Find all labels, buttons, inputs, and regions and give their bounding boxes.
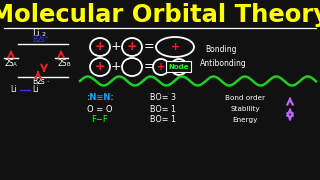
Text: Li: Li [10, 86, 17, 94]
Text: *: * [45, 35, 49, 42]
Text: =: = [144, 60, 154, 73]
Text: Energy: Energy [232, 117, 258, 123]
Text: BO= 3: BO= 3 [150, 93, 176, 102]
Text: F−F: F−F [92, 116, 108, 125]
FancyBboxPatch shape [166, 62, 191, 73]
Text: Stability: Stability [230, 106, 260, 112]
Text: 2S: 2S [4, 58, 14, 68]
Text: +: + [111, 60, 121, 73]
Text: +: + [170, 42, 180, 52]
Text: BO= 1: BO= 1 [150, 116, 176, 125]
Text: .: . [46, 78, 48, 84]
Text: Li: Li [32, 28, 40, 37]
Text: BO= 1: BO= 1 [150, 105, 176, 114]
Text: 2s: 2s [36, 35, 45, 44]
Text: 2S: 2S [57, 58, 67, 68]
Text: :N≡N:: :N≡N: [86, 93, 114, 102]
Text: +: + [111, 40, 121, 53]
Text: +: + [127, 40, 137, 53]
Text: B: B [32, 78, 37, 87]
Text: Antibonding: Antibonding [200, 58, 247, 68]
Text: B: B [32, 35, 37, 44]
Text: B: B [66, 62, 70, 66]
Text: +: + [157, 62, 165, 72]
Text: Bond order: Bond order [225, 95, 265, 101]
Text: Bonding: Bonding [205, 46, 236, 55]
Text: O = O: O = O [87, 105, 113, 114]
Text: 2: 2 [41, 33, 45, 37]
Text: =: = [144, 40, 154, 53]
Text: Molecular Orbital Theory: Molecular Orbital Theory [0, 3, 320, 27]
Text: 2s: 2s [36, 78, 45, 87]
Text: A: A [13, 62, 17, 66]
Text: +: + [95, 40, 105, 53]
Text: Node: Node [169, 64, 189, 70]
Text: +: + [95, 60, 105, 73]
Text: Li: Li [32, 86, 38, 94]
